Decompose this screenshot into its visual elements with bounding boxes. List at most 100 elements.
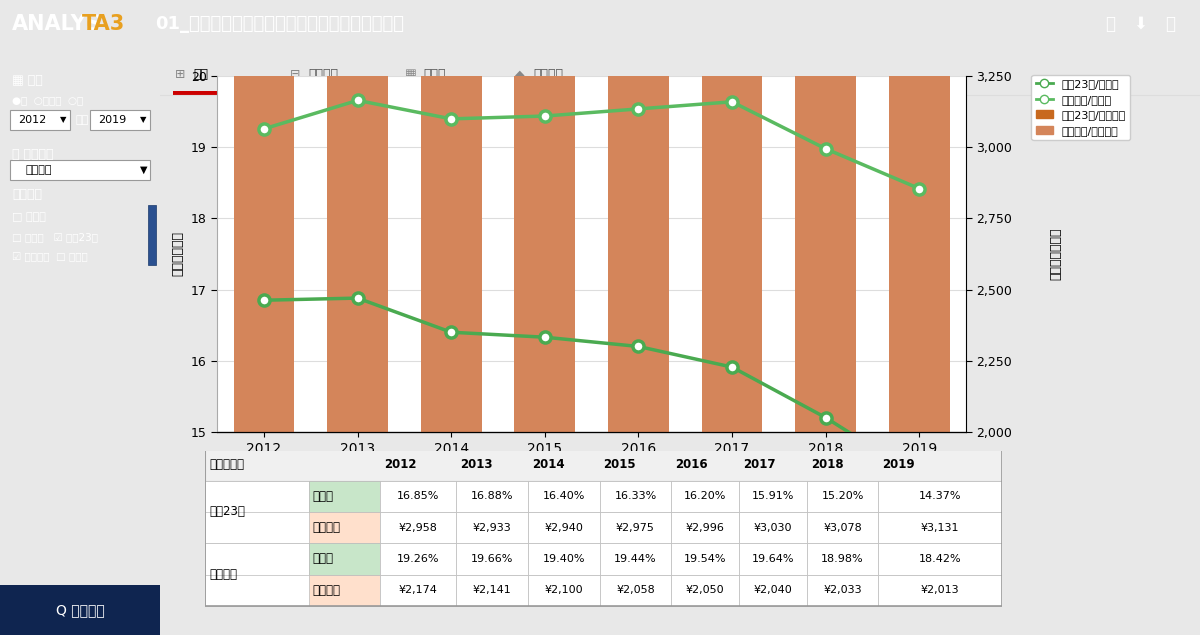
Text: 19.44%: 19.44% [614, 554, 656, 564]
Text: 2015: 2015 [604, 458, 636, 471]
Text: 空室率: 空室率 [313, 552, 334, 566]
Bar [421, 0, 481, 432]
Bar [10, 160, 150, 180]
Bar [739, 512, 806, 544]
Text: 16.20%: 16.20% [684, 491, 726, 501]
Bar [796, 0, 856, 432]
Bar [308, 512, 380, 544]
Text: 東京都下: 東京都下 [209, 568, 238, 581]
Bar [528, 575, 600, 606]
Text: ¥2,033: ¥2,033 [823, 585, 862, 596]
Text: ◆: ◆ [515, 69, 524, 81]
Bar [380, 512, 456, 544]
Bar [205, 575, 1002, 606]
Text: ¥2,996: ¥2,996 [685, 523, 725, 533]
Text: 15.91%: 15.91% [751, 491, 794, 501]
Bar [173, 91, 258, 95]
Text: □ 北海道   ☑ 東京23区: □ 北海道 ☑ 東京23区 [12, 232, 98, 242]
Legend: 東京23区/空室率, 東京都下/空室率, 東京23区/購料単価, 東京都下/購料単価: 東京23区/空室率, 東京都下/空室率, 東京23区/購料単価, 東京都下/購料… [1032, 75, 1130, 140]
Text: 16.85%: 16.85% [397, 491, 439, 501]
Text: 16.88%: 16.88% [470, 491, 514, 501]
Text: ▼: ▼ [140, 116, 146, 124]
Bar [148, 205, 156, 265]
Bar [806, 544, 878, 575]
Bar [878, 544, 1002, 575]
Text: ⊞: ⊞ [175, 69, 186, 81]
Bar [671, 575, 739, 606]
Text: アパマン: アパマン [308, 69, 338, 81]
Bar [671, 544, 739, 575]
Text: ¥2,141: ¥2,141 [473, 585, 511, 596]
Bar [600, 512, 671, 544]
Bar [308, 481, 380, 512]
Text: ¥2,975: ¥2,975 [616, 523, 655, 533]
Text: 18.42%: 18.42% [919, 554, 961, 564]
Text: 19.26%: 19.26% [397, 554, 439, 564]
Text: ANALYS: ANALYS [12, 14, 102, 34]
Text: Q 検索実行: Q 検索実行 [55, 603, 104, 617]
Text: ⊟: ⊟ [290, 69, 300, 81]
Text: ¥2,958: ¥2,958 [398, 523, 438, 533]
Text: 購料単価: 購料単価 [313, 521, 341, 534]
Text: 専有面積: 専有面積 [533, 69, 563, 81]
Text: 全体: 全体 [193, 69, 208, 81]
Bar [456, 481, 528, 512]
Bar [600, 575, 671, 606]
Bar [806, 575, 878, 606]
Bar [671, 512, 739, 544]
Text: 東京23区: 東京23区 [209, 505, 245, 518]
Text: TA3: TA3 [82, 14, 125, 34]
Bar [308, 575, 380, 606]
Text: ⬇: ⬇ [1133, 15, 1147, 33]
Text: ▼: ▼ [140, 165, 148, 175]
Text: ¥3,131: ¥3,131 [920, 523, 960, 533]
Bar [205, 512, 1002, 544]
Text: 2014: 2014 [532, 458, 564, 471]
Text: 19.66%: 19.66% [470, 554, 514, 564]
Text: 16.40%: 16.40% [542, 491, 584, 501]
Bar [528, 544, 600, 575]
Bar [528, 512, 600, 544]
Bar [328, 0, 388, 432]
Bar [308, 544, 380, 575]
Bar [739, 575, 806, 606]
Text: 都道府県: 都道府県 [12, 189, 42, 201]
Bar [600, 544, 671, 575]
Bar [205, 544, 308, 606]
Bar [889, 0, 949, 432]
Bar [380, 544, 456, 575]
Bar [328, 0, 388, 432]
Bar [739, 544, 806, 575]
Text: 14.37%: 14.37% [919, 491, 961, 501]
Bar [234, 0, 294, 432]
Text: 購料単価（円）: 購料単価（円） [1050, 228, 1062, 280]
Bar [515, 0, 575, 432]
Bar [739, 481, 806, 512]
Bar [515, 0, 575, 432]
Text: 2019: 2019 [882, 458, 916, 471]
Text: 2016: 2016 [676, 458, 708, 471]
Bar [456, 575, 528, 606]
Bar [806, 481, 878, 512]
Text: 📍 表示地域: 📍 表示地域 [12, 149, 54, 161]
Text: 2012: 2012 [384, 458, 416, 471]
Bar [878, 575, 1002, 606]
Bar [205, 481, 1002, 512]
Text: 都道府県: 都道府県 [25, 165, 52, 175]
Text: 2019: 2019 [98, 115, 126, 125]
Bar [608, 0, 668, 432]
Text: 15.20%: 15.20% [822, 491, 864, 501]
Text: ▦: ▦ [406, 69, 416, 81]
Text: ¥2,058: ¥2,058 [616, 585, 655, 596]
Text: 🔔: 🔔 [1105, 15, 1115, 33]
Bar [380, 481, 456, 512]
Bar [380, 575, 456, 606]
Text: ☑ 東京都下  □ 大阪府: ☑ 東京都下 □ 大阪府 [12, 252, 88, 262]
Bar [234, 0, 294, 432]
Text: 19.54%: 19.54% [684, 554, 726, 564]
Text: ¥3,030: ¥3,030 [754, 523, 792, 533]
Text: ¥2,933: ¥2,933 [473, 523, 511, 533]
Text: 空室率: 空室率 [313, 490, 334, 503]
Text: 01_居住貴貸インデックス（空室率・購料単価）: 01_居住貴貸インデックス（空室率・購料単価） [155, 15, 404, 33]
Text: ●年  ○四半期  ○月: ●年 ○四半期 ○月 [12, 95, 83, 105]
